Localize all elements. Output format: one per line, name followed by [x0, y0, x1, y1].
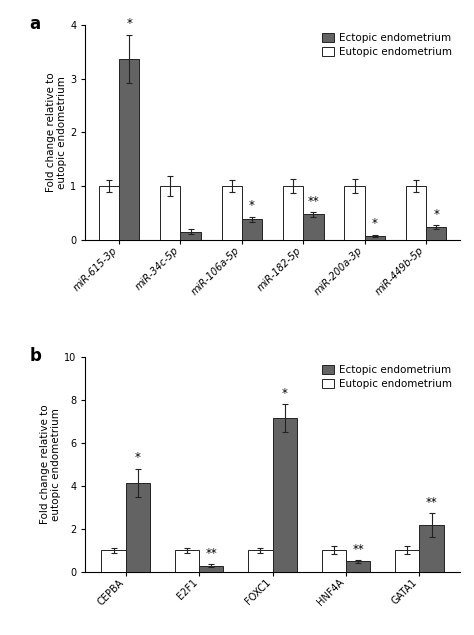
Bar [175, 550, 199, 572]
Bar [345, 186, 365, 239]
Bar [248, 550, 273, 572]
Bar [406, 186, 426, 239]
Bar [199, 566, 223, 572]
Text: **: ** [308, 195, 319, 208]
Bar [119, 58, 139, 239]
Text: *: * [249, 199, 255, 212]
Text: *: * [126, 17, 132, 30]
Bar [160, 186, 181, 239]
Bar [303, 215, 323, 239]
Text: **: ** [205, 547, 217, 560]
Bar [181, 232, 201, 239]
Bar [346, 561, 370, 572]
Legend: Ectopic endometrium, Eutopic endometrium: Ectopic endometrium, Eutopic endometrium [319, 363, 455, 391]
Bar [99, 186, 119, 239]
Text: **: ** [426, 496, 438, 509]
Text: *: * [282, 387, 288, 400]
Text: *: * [372, 217, 378, 231]
Bar [126, 483, 150, 572]
Text: a: a [29, 15, 40, 32]
Bar [395, 550, 419, 572]
Text: **: ** [352, 543, 364, 556]
Bar [283, 186, 303, 239]
Text: b: b [29, 347, 41, 364]
Bar [419, 525, 444, 572]
Bar [273, 418, 297, 572]
Bar [365, 236, 385, 239]
Y-axis label: Fold change relative to
eutopic endometrium: Fold change relative to eutopic endometr… [46, 72, 67, 192]
Y-axis label: Fold change relative to
eutopic endometrium: Fold change relative to eutopic endometr… [40, 404, 61, 525]
Bar [242, 219, 262, 239]
Bar [101, 550, 126, 572]
Bar [426, 227, 447, 239]
Legend: Ectopic endometrium, Eutopic endometrium: Ectopic endometrium, Eutopic endometrium [319, 30, 455, 60]
Text: *: * [135, 451, 141, 464]
Bar [322, 550, 346, 572]
Text: *: * [433, 208, 439, 221]
Bar [222, 186, 242, 239]
